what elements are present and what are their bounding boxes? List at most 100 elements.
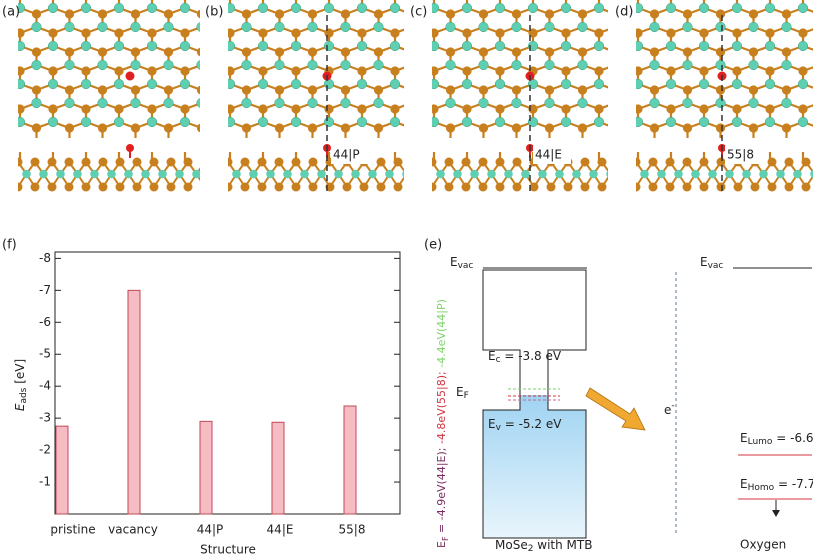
atom-se bbox=[407, 123, 416, 132]
atom-se bbox=[715, 85, 726, 95]
bond bbox=[211, 162, 220, 174]
bond bbox=[412, 103, 429, 109]
atom-se bbox=[97, 123, 108, 133]
atom-se bbox=[544, 9, 555, 19]
atom-se bbox=[563, 182, 573, 192]
atom-mo bbox=[494, 40, 506, 52]
atom-se bbox=[274, 47, 285, 57]
atom-se bbox=[257, 182, 267, 192]
bond bbox=[1, 162, 10, 174]
ec-label: Ec = -3.8 eV bbox=[488, 349, 562, 365]
y-axis-label: Eads [eV] bbox=[13, 359, 29, 411]
atom-mo bbox=[725, 169, 734, 179]
atom-se bbox=[801, 157, 811, 167]
atom-mo bbox=[423, 117, 433, 127]
e: E bbox=[700, 255, 708, 269]
atom-se bbox=[716, 182, 726, 192]
atom-mo bbox=[423, 79, 433, 89]
atom-mo bbox=[196, 22, 200, 32]
rest: = -3.8 eV bbox=[501, 349, 562, 363]
bond bbox=[1, 174, 10, 187]
atom-se bbox=[699, 182, 709, 192]
e: E bbox=[450, 255, 458, 269]
bond bbox=[18, 44, 21, 48]
bond bbox=[412, 27, 429, 33]
ef-label: EF bbox=[456, 385, 469, 401]
atom-se bbox=[648, 157, 658, 167]
oxygen-top bbox=[125, 71, 135, 81]
atom-mo bbox=[340, 59, 351, 71]
atom-mo bbox=[560, 116, 572, 128]
atom-se bbox=[180, 28, 190, 38]
atom-se bbox=[462, 28, 472, 38]
atom-se bbox=[166, 157, 176, 167]
atom-se bbox=[209, 123, 218, 132]
atom-mo bbox=[419, 170, 428, 179]
atom-mo bbox=[196, 60, 200, 70]
boundary-lines bbox=[326, 15, 723, 193]
atom-se bbox=[166, 182, 176, 192]
atom-mo bbox=[323, 40, 335, 52]
atom-se bbox=[64, 9, 75, 19]
bond bbox=[424, 174, 433, 187]
structure-panel bbox=[0, 0, 223, 192]
atom-se bbox=[393, 157, 403, 167]
part1: = -4.9eV(44|E); bbox=[435, 444, 448, 536]
atom-se bbox=[748, 9, 759, 19]
atom-se bbox=[209, 47, 218, 56]
bond bbox=[202, 27, 219, 33]
atom-se bbox=[373, 123, 384, 133]
y-label-main: E bbox=[13, 403, 27, 411]
atom-mo bbox=[593, 2, 605, 14]
bond bbox=[205, 174, 214, 187]
bond bbox=[228, 162, 229, 164]
atoms bbox=[413, 2, 605, 133]
atom-mo bbox=[163, 59, 174, 71]
atom-mo bbox=[413, 60, 423, 70]
atom-mo bbox=[373, 97, 384, 109]
atom-se bbox=[147, 28, 157, 38]
atom-mo bbox=[636, 116, 644, 128]
bar-chart: -1 -2 -3 -4 -5 -6 -7 -8 pristine vacancy 44|P 44|E 5… bbox=[39, 251, 401, 537]
bond bbox=[228, 69, 231, 73]
atom-se bbox=[130, 85, 141, 95]
atom-se bbox=[274, 182, 284, 192]
atom-mo bbox=[665, 116, 677, 128]
panel-label: (c) bbox=[410, 5, 427, 20]
bond bbox=[412, 141, 429, 147]
atom-mo bbox=[163, 97, 174, 109]
label-bg bbox=[533, 146, 571, 164]
atom-se bbox=[511, 85, 522, 95]
atom-mo bbox=[432, 40, 440, 52]
fermi-text: EF = -4.9eV(44|E); -4.8eV(55|8); -4.4eV(… bbox=[435, 299, 450, 548]
bond bbox=[412, 84, 429, 90]
atom-se bbox=[390, 28, 400, 38]
atom-se bbox=[0, 183, 6, 192]
bond bbox=[616, 27, 633, 33]
atom-mo bbox=[213, 117, 223, 127]
atom-se bbox=[580, 157, 590, 167]
bond bbox=[636, 107, 639, 111]
atom-mo bbox=[461, 2, 473, 14]
atom-mo bbox=[577, 59, 588, 71]
bond bbox=[214, 174, 223, 187]
bond bbox=[432, 107, 435, 111]
atom-se bbox=[597, 182, 607, 192]
atom-mo bbox=[389, 78, 401, 90]
atom-mo bbox=[97, 59, 108, 71]
atom-se bbox=[682, 182, 692, 192]
atom-mo bbox=[39, 169, 48, 179]
bond bbox=[636, 185, 637, 187]
atom-mo bbox=[31, 97, 42, 109]
bond bbox=[18, 107, 21, 111]
atom-mo bbox=[0, 98, 8, 108]
atom-mo bbox=[257, 40, 269, 52]
atom-se bbox=[390, 104, 400, 114]
atom-mo bbox=[764, 116, 776, 128]
atom-mo bbox=[124, 169, 133, 179]
atom-mo bbox=[300, 169, 309, 179]
sub: vac bbox=[708, 261, 724, 271]
bond bbox=[228, 185, 229, 187]
panel-label: (e) bbox=[424, 238, 442, 253]
atom-se bbox=[597, 157, 607, 167]
